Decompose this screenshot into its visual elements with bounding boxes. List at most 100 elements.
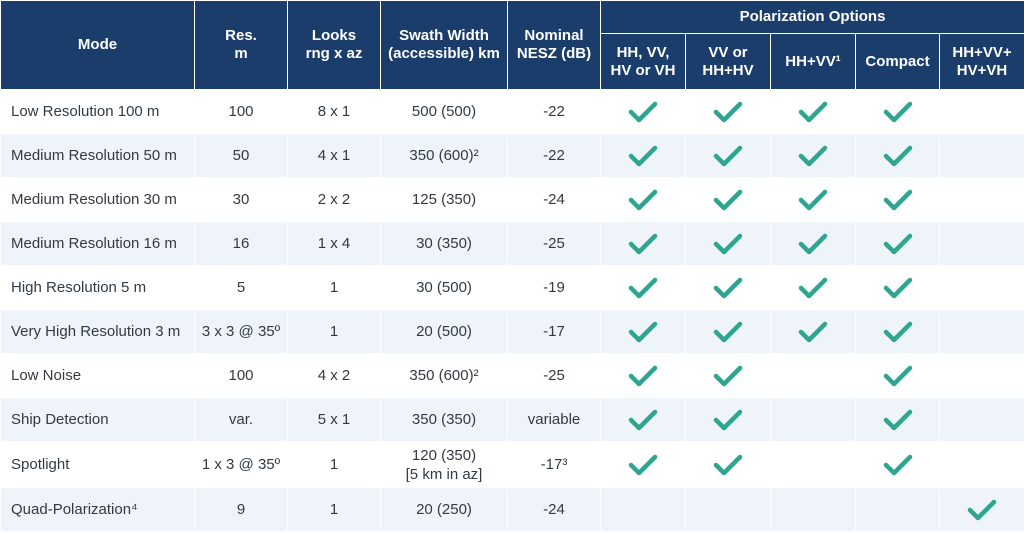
cell-polarization-option — [770, 133, 856, 178]
cell-polarization-option — [770, 353, 856, 398]
cell-mode: Low Resolution 100 m — [0, 89, 195, 134]
cell-polarization-option — [855, 89, 940, 134]
header-polarization-options: Polarization Options — [600, 0, 1024, 34]
cell-polarization-option — [600, 89, 686, 134]
cell-mode: Ship Detection — [0, 397, 195, 442]
cell-polarization-option — [685, 133, 771, 178]
table-body: Low Resolution 100 m 100 8 x 1 500 (500) -22… — [0, 89, 1024, 532]
cell-polarization-option — [685, 487, 771, 532]
cell-polarization-option — [770, 441, 856, 488]
cell-polarization-option — [939, 221, 1024, 266]
table-row: Quad-Polarization⁴ 9 1 20 (250) -24 — [0, 487, 1024, 532]
cell-polarization-option — [939, 441, 1024, 488]
cell-polarization-option — [685, 441, 771, 488]
cell-resolution: 1 x 3 @ 35º — [194, 441, 288, 488]
cell-resolution: 16 — [194, 221, 288, 266]
cell-polarization-option — [600, 353, 686, 398]
header-pol-dual: VV or HH+HV — [685, 33, 771, 90]
checkmark-icon — [628, 101, 658, 123]
checkmark-icon — [713, 409, 743, 431]
cell-polarization-option — [855, 133, 940, 178]
cell-nesz: -24 — [507, 177, 601, 222]
checkmark-icon — [628, 454, 658, 476]
cell-swath-width: 120 (350) [5 km in az] — [380, 441, 508, 488]
cell-mode: Medium Resolution 16 m — [0, 221, 195, 266]
cell-polarization-option — [600, 487, 686, 532]
cell-polarization-option — [770, 397, 856, 442]
cell-polarization-option — [855, 309, 940, 354]
header-pol-hh-vv: HH+VV¹ — [770, 33, 856, 90]
header-pol-quad: HH+VV+ HV+VH — [939, 33, 1024, 90]
cell-looks: 1 — [287, 487, 381, 532]
checkmark-icon — [798, 233, 828, 255]
cell-polarization-option — [855, 221, 940, 266]
cell-polarization-option — [600, 177, 686, 222]
cell-polarization-option — [939, 397, 1024, 442]
cell-nesz: -25 — [507, 221, 601, 266]
cell-looks: 5 x 1 — [287, 397, 381, 442]
checkmark-icon — [713, 277, 743, 299]
table-header: Mode Res. m Looks rng x az Swath Width (… — [0, 0, 1024, 90]
checkmark-icon — [628, 233, 658, 255]
checkmark-icon — [713, 189, 743, 211]
cell-nesz: -25 — [507, 353, 601, 398]
cell-swath-width: 30 (500) — [380, 265, 508, 310]
checkmark-icon — [713, 101, 743, 123]
checkmark-icon — [798, 101, 828, 123]
cell-swath-width: 350 (600)² — [380, 353, 508, 398]
checkmark-icon — [798, 321, 828, 343]
cell-nesz: -17³ — [507, 441, 601, 488]
cell-nesz: variable — [507, 397, 601, 442]
cell-swath-width: 30 (350) — [380, 221, 508, 266]
checkmark-icon — [798, 189, 828, 211]
checkmark-icon — [713, 454, 743, 476]
cell-looks: 1 x 4 — [287, 221, 381, 266]
cell-polarization-option — [939, 309, 1024, 354]
checkmark-icon — [628, 321, 658, 343]
cell-mode: Medium Resolution 30 m — [0, 177, 195, 222]
checkmark-icon — [628, 409, 658, 431]
cell-polarization-option — [855, 353, 940, 398]
cell-polarization-option — [770, 487, 856, 532]
cell-polarization-option — [770, 221, 856, 266]
table-row: Ship Detection var. 5 x 1 350 (350) variable — [0, 397, 1024, 442]
header-mode: Mode — [0, 0, 195, 90]
cell-polarization-option — [855, 397, 940, 442]
cell-resolution: 3 x 3 @ 35º — [194, 309, 288, 354]
cell-nesz: -22 — [507, 89, 601, 134]
cell-polarization-option — [685, 265, 771, 310]
cell-nesz: -22 — [507, 133, 601, 178]
table-row: Medium Resolution 50 m 50 4 x 1 350 (600)² -… — [0, 133, 1024, 178]
checkmark-icon — [883, 233, 913, 255]
cell-mode: Low Noise — [0, 353, 195, 398]
cell-looks: 8 x 1 — [287, 89, 381, 134]
cell-resolution: 100 — [194, 353, 288, 398]
cell-polarization-option — [685, 397, 771, 442]
cell-resolution: 9 — [194, 487, 288, 532]
cell-looks: 1 — [287, 441, 381, 488]
checkmark-icon — [798, 277, 828, 299]
cell-mode: Quad-Polarization⁴ — [0, 487, 195, 532]
checkmark-icon — [713, 233, 743, 255]
cell-polarization-option — [600, 309, 686, 354]
cell-resolution: 30 — [194, 177, 288, 222]
checkmark-icon — [883, 409, 913, 431]
cell-swath-width: 20 (500) — [380, 309, 508, 354]
table-row: Low Noise 100 4 x 2 350 (600)² -25 — [0, 353, 1024, 398]
cell-swath-width: 125 (350) — [380, 177, 508, 222]
checkmark-icon — [628, 145, 658, 167]
cell-nesz: -24 — [507, 487, 601, 532]
cell-polarization-option — [685, 353, 771, 398]
checkmark-icon — [628, 277, 658, 299]
cell-polarization-option — [939, 353, 1024, 398]
cell-swath-width: 20 (250) — [380, 487, 508, 532]
cell-polarization-option — [939, 133, 1024, 178]
checkmark-icon — [883, 145, 913, 167]
cell-swath-width: 350 (600)² — [380, 133, 508, 178]
table-row: Low Resolution 100 m 100 8 x 1 500 (500) -22 — [0, 89, 1024, 134]
header-pol-compact: Compact — [855, 33, 940, 90]
cell-resolution: 100 — [194, 89, 288, 134]
cell-looks: 1 — [287, 309, 381, 354]
cell-looks: 4 x 2 — [287, 353, 381, 398]
